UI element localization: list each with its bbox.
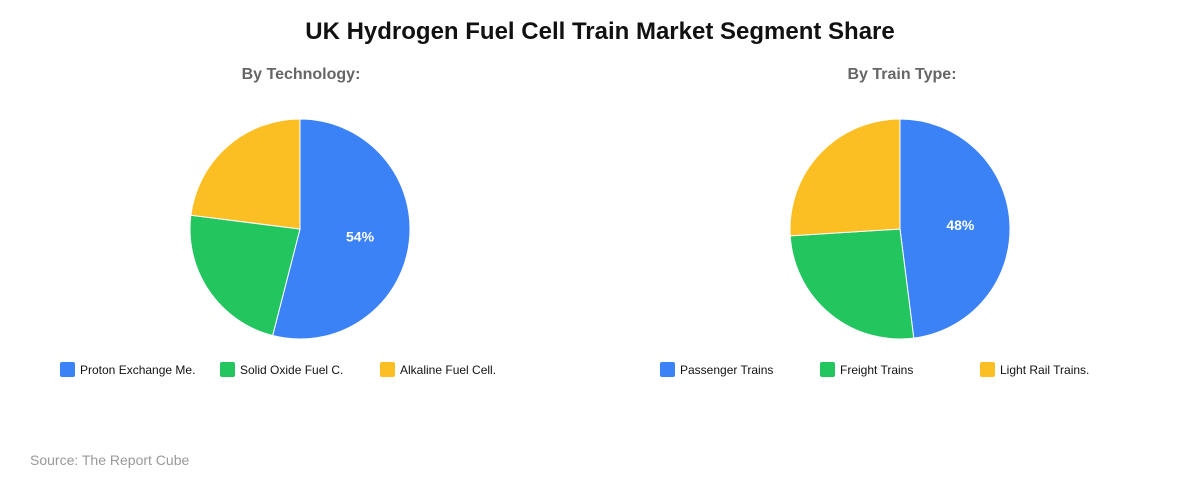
legend-label: Light Rail Trains.: [1000, 362, 1090, 377]
legend-item-passenger: Passenger Trains: [660, 361, 774, 378]
pie-slice-passenger-trains: [899, 118, 1011, 339]
legend-label: Solid Oxide Fuel C.: [240, 362, 344, 377]
legend-item-alkaline: Alkaline Fuel Cell.: [380, 361, 497, 378]
pie-slice-solid-oxide-fuel-c: [189, 214, 301, 337]
train-type-pie: 48%: [789, 118, 1011, 340]
chart-title: UK Hydrogen Fuel Cell Train Market Segme…: [305, 18, 895, 45]
legend-swatch: [220, 362, 235, 378]
technology-panel: By Technology: 54% Proton Exchange Me. S…: [0, 66, 600, 396]
legend-label: Freight Trains: [840, 362, 914, 377]
pie-slice-proton-exchange-me: [272, 118, 411, 340]
source-note: Source: The Report Cube: [30, 452, 190, 468]
train-type-panel: By Train Type: 48% Passenger Trains Frei…: [600, 66, 1200, 396]
train-type-subtitle: By Train Type:: [847, 66, 957, 83]
legend-swatch: [980, 362, 995, 378]
legend-swatch: [380, 362, 395, 378]
slice-data-label: 48%: [946, 217, 975, 233]
legend-label: Alkaline Fuel Cell.: [400, 362, 497, 377]
pie-slice-alkaline-fuel-cell: [190, 118, 301, 230]
legend-item-freight: Freight Trains: [820, 361, 914, 378]
legend-item-light-rail: Light Rail Trains.: [980, 361, 1090, 378]
legend-label: Passenger Trains: [680, 362, 774, 377]
legend-swatch: [820, 362, 835, 378]
legend-label: Proton Exchange Me.: [80, 362, 196, 377]
slice-data-label: 54%: [346, 229, 375, 245]
pie-slice-freight-trains: [789, 228, 915, 340]
legend-item-proton-exchange: Proton Exchange Me.: [60, 361, 196, 378]
legend-swatch: [660, 362, 675, 378]
pie-slice-light-rail-trains: [789, 118, 901, 237]
legend-item-solid-oxide: Solid Oxide Fuel C.: [220, 361, 344, 378]
legend-swatch: [60, 362, 75, 378]
technology-pie: 54%: [189, 118, 411, 340]
technology-subtitle: By Technology:: [241, 66, 361, 83]
